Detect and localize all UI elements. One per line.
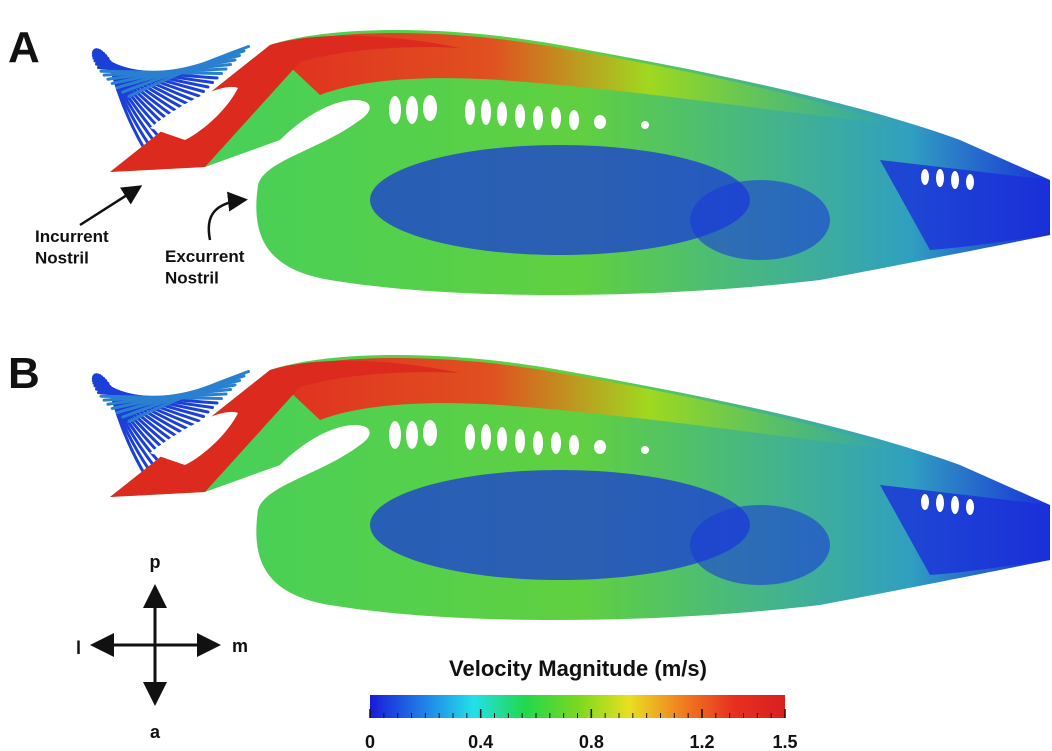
tick-label: 1.5 xyxy=(772,732,797,751)
tick-label: 0.8 xyxy=(579,732,604,751)
compass-label: m xyxy=(232,636,248,656)
compass-label: l xyxy=(76,638,81,658)
colorbar: 0 0.4 0.8 1.2 1.5 xyxy=(365,695,798,751)
panel-label: B xyxy=(8,349,40,398)
arrow xyxy=(209,200,243,240)
flow-field xyxy=(93,355,1050,620)
tick-label: 0 xyxy=(365,732,375,751)
tick-label: 1.2 xyxy=(689,732,714,751)
compass-label: p xyxy=(150,552,161,572)
colorbar-title: Velocity Magnitude (m/s) xyxy=(449,656,707,681)
tick-label: 0.4 xyxy=(468,732,493,751)
panel-label: A xyxy=(8,23,40,72)
compass-label: a xyxy=(150,722,161,742)
arrow xyxy=(80,188,138,225)
compass: p m a l xyxy=(76,552,248,742)
figure: A B IncurrentNostril ExcurrentNostril p … xyxy=(0,0,1052,751)
